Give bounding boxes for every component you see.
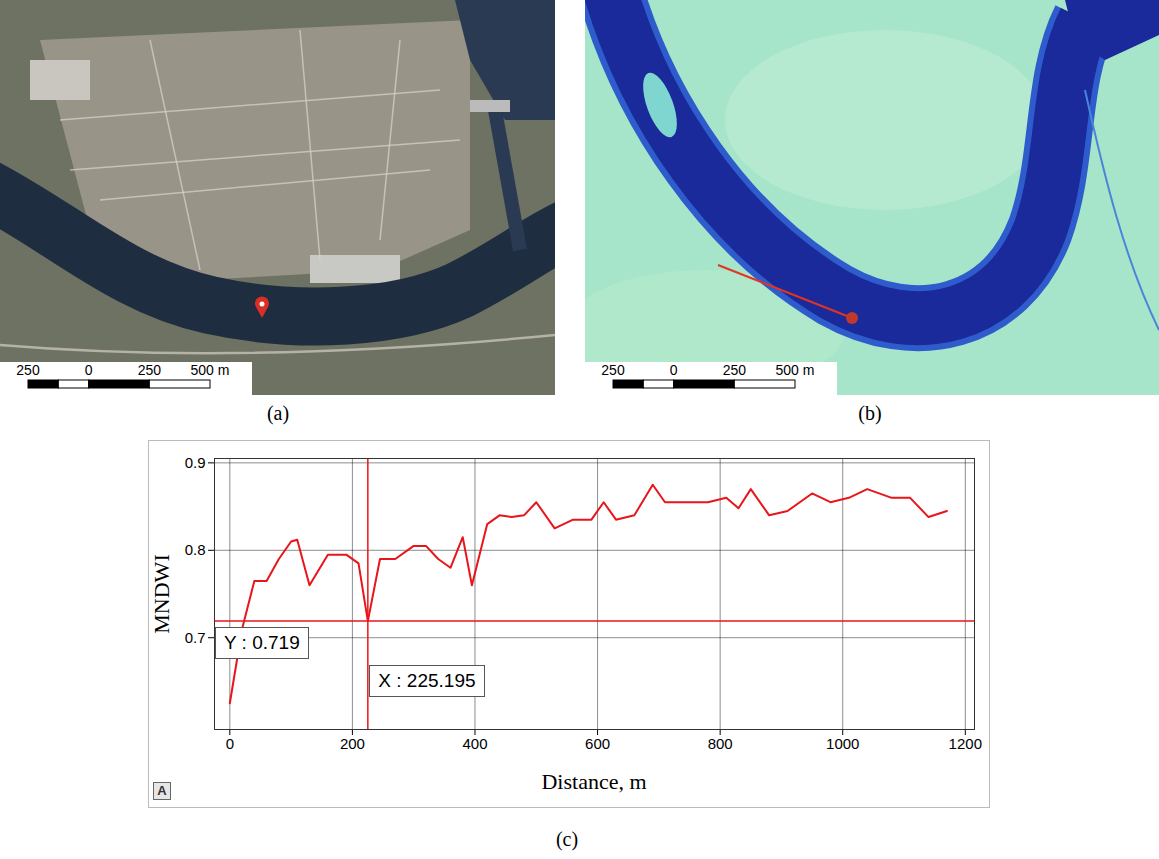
svg-text:250: 250 — [16, 362, 40, 378]
html-text:(c): (c) — [555, 828, 579, 850]
svg-text:1200: 1200 — [949, 735, 982, 752]
html-text:(a): (a) — [266, 402, 290, 424]
svg-text:200: 200 — [340, 735, 365, 752]
svg-text:800: 800 — [708, 735, 733, 752]
svg-text:500 m: 500 m — [776, 362, 815, 378]
html-text:A: A — [157, 783, 167, 798]
svg-text:0.8: 0.8 — [185, 541, 206, 558]
svg-text:0.7: 0.7 — [185, 629, 206, 646]
html-text:(b): (b) — [858, 402, 882, 424]
svg-text:400: 400 — [462, 735, 487, 752]
svg-text:0: 0 — [85, 362, 93, 378]
svg-text:600: 600 — [585, 735, 610, 752]
html-text:X : 225.195: X : 225.195 — [378, 669, 476, 691]
html-text:Distance, m: Distance, m — [541, 769, 647, 794]
svg-text:250: 250 — [723, 362, 747, 378]
html-text:Y : 0.719: Y : 0.719 — [224, 631, 300, 653]
html-text:MNDWI: MNDWI — [149, 553, 174, 634]
svg-text:250: 250 — [601, 362, 625, 378]
svg-text:0.9: 0.9 — [185, 454, 206, 471]
svg-text:250: 250 — [138, 362, 162, 378]
svg-text:500 m: 500 m — [191, 362, 230, 378]
svg-text:1000: 1000 — [826, 735, 859, 752]
svg-text:0: 0 — [670, 362, 678, 378]
svg-text:0: 0 — [226, 735, 234, 752]
